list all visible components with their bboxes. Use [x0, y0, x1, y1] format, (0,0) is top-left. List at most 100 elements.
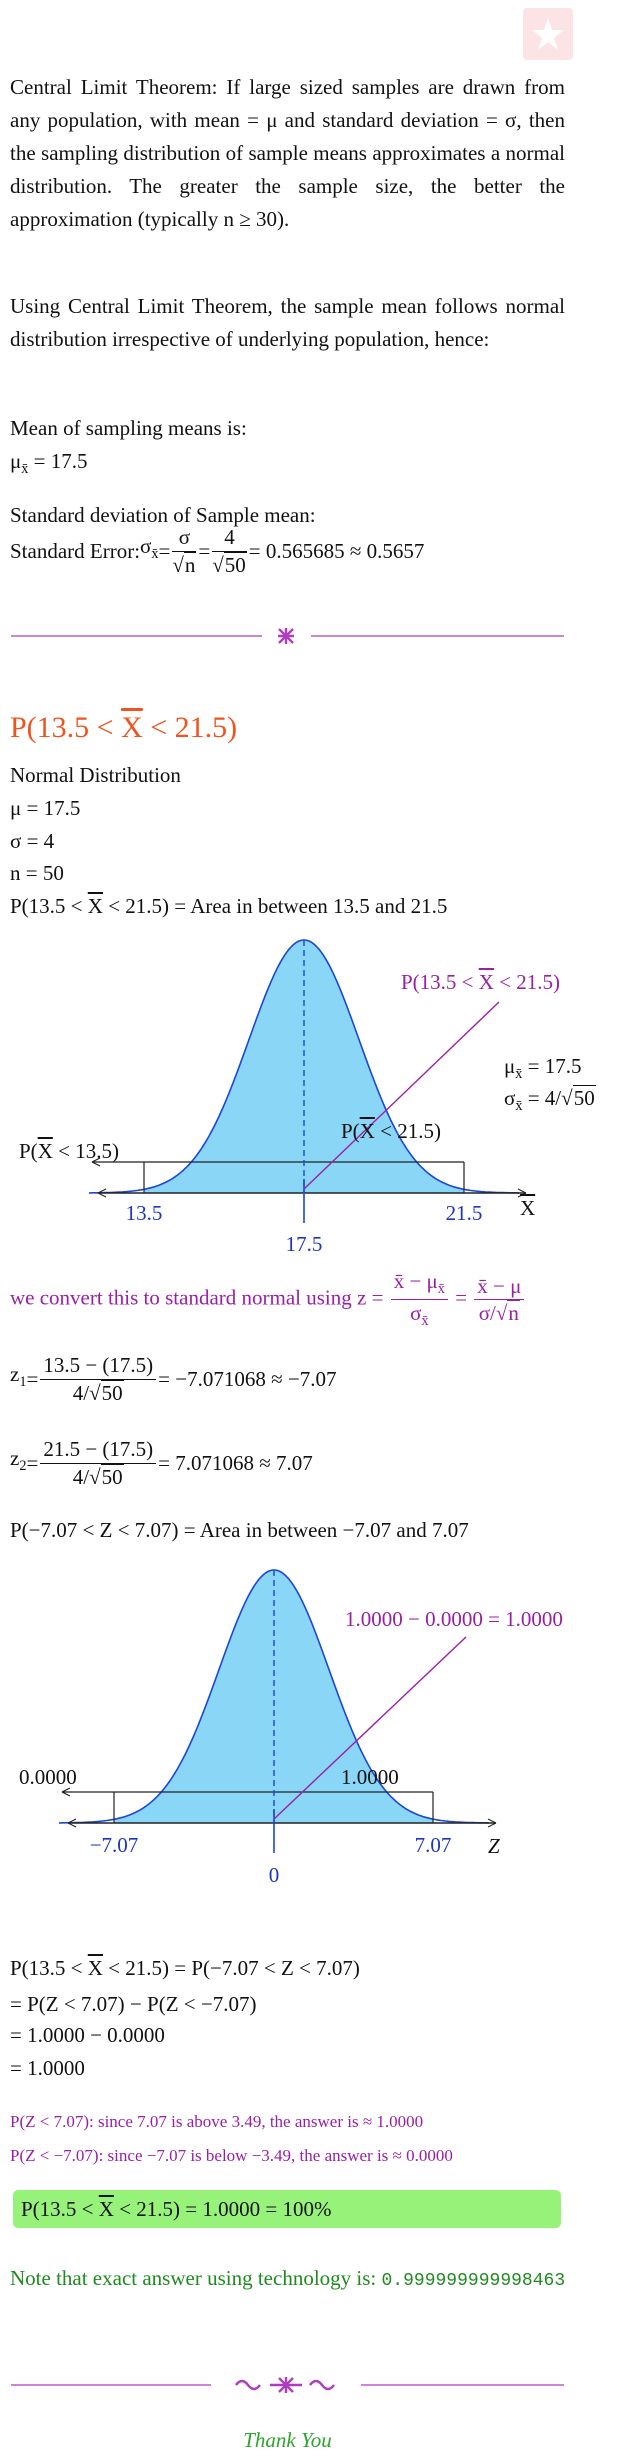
result-line: = 1.0000 [10, 2052, 565, 2085]
radical: √ [561, 1086, 573, 1110]
text: < 21.5) = 1.0000 = 100% [113, 2197, 332, 2221]
pointer [273, 1636, 467, 1820]
text-line: P(−7.07 < Z < 7.07) = Area in between −7… [10, 1514, 565, 1547]
clt-paragraph: Using Central Limit Theorem, the sample … [10, 290, 565, 356]
text: Z [488, 1834, 500, 1858]
text: 13.5 [125, 1201, 163, 1225]
numerator: 21.5 − (17.5) [40, 1436, 157, 1464]
mean-label: μx̄ = 17.5 [504, 1053, 582, 1087]
symbol: σ [140, 534, 152, 559]
overline-symbol: X [37, 1139, 53, 1163]
equation: z1 = 13.5 − (17.5) 4/√50 = −7.071068 ≈ −7… [10, 1351, 565, 1407]
text: Central Limit Theorem: If large sized sa… [10, 75, 565, 231]
denominator: √50 [212, 551, 247, 578]
text: μ = 17.5 [10, 796, 81, 820]
equation: z2 = 21.5 − (17.5) 4/√50 = 7.071068 ≈ 7.0… [10, 1435, 565, 1491]
text: P(Z < 7.07): since 7.07 is above 3.49, t… [10, 2112, 424, 2131]
result-line: P(13.5 < X < 21.5) = P(−7.07 < Z < 7.07) [10, 1952, 565, 1985]
text: we convert this to standard normal using… [10, 1285, 389, 1310]
overline-symbol: X [359, 1119, 375, 1143]
text: 50 [101, 1380, 123, 1405]
fraction: x̄ − μx̄ σ x̄ [390, 1268, 448, 1331]
overline-symbol: X [520, 1196, 536, 1220]
text: = P(Z < 7.07) − P(Z < −7.07) [10, 1992, 257, 2016]
symbol: μ [426, 1269, 438, 1293]
note: P(Z < 7.07): since 7.07 is above 3.49, t… [10, 2108, 565, 2136]
radicand: 50 [572, 1085, 596, 1110]
symbol: σ [504, 1086, 516, 1110]
result-line: = P(Z < 7.07) − P(Z < −7.07) [10, 1988, 565, 2021]
text: = 0.565685 ≈ 0.5657 [248, 538, 425, 563]
overline-symbol: X [87, 894, 103, 918]
text: 4 [224, 525, 235, 550]
numerator: x̄ − μx̄ [390, 1268, 448, 1301]
text: < 21.5) [142, 711, 238, 744]
radicand: n [183, 551, 197, 577]
sqrt: √50 [89, 1463, 124, 1489]
text: P(13.5 < [10, 711, 122, 744]
fraction: 21.5 − (17.5) 4/√50 [40, 1436, 157, 1490]
numerator: x̄ − μ [474, 1273, 525, 1301]
subscript: x̄ [515, 1066, 523, 1083]
overline-symbol: X [478, 970, 494, 994]
fraction: σ √n [172, 524, 197, 578]
text: < 21.5) [374, 1119, 441, 1143]
text: P(13.5 < [10, 894, 88, 918]
text: = 1.0000 [10, 2056, 85, 2080]
text: Mean of sampling means is: [10, 416, 247, 440]
clt-paragraph: Central Limit Theorem: If large sized sa… [10, 71, 565, 236]
thank-you: Thank You [10, 2424, 565, 2457]
fraction: 13.5 − (17.5) 4/√50 [40, 1352, 157, 1406]
curve-svg [59, 1569, 497, 1853]
tick-label: 17.5 [264, 1232, 344, 1256]
text: P(13.5 < [401, 970, 479, 994]
axis-label: Z [488, 1833, 500, 1859]
subscripted: σx̄ [504, 1086, 522, 1114]
text-line: Standard deviation of Sample mean: [10, 499, 565, 532]
answer-box: P(13.5 < X < 21.5) = 1.0000 = 100% [13, 2190, 561, 2228]
symbol: σ [410, 1301, 422, 1326]
radicand: 50 [223, 551, 247, 577]
answer: P(13.5 < X < 21.5) = 1.0000 = 100% [21, 2192, 331, 2226]
text: 0 [268, 1863, 280, 1887]
subscript: 1 [19, 1374, 27, 1391]
subscripted: z1 [10, 1358, 26, 1399]
numerator: σ [172, 524, 197, 552]
text: = −7.071068 ≈ −7.07 [158, 1366, 337, 1391]
sd-label: σx̄ = 4/√50 [504, 1085, 596, 1119]
pointer [303, 1001, 500, 1190]
subscripted: μx̄ [10, 449, 28, 477]
text: x̄ − μ [477, 1273, 522, 1298]
radicand: 50 [100, 1463, 124, 1489]
text: P(Z < −7.07): since −7.07 is below −3.49… [10, 2146, 453, 2165]
axis-label: X [520, 1195, 535, 1221]
radicand: 50 [100, 1379, 124, 1405]
tick-label: 21.5 [424, 1201, 504, 1225]
subscript: x̄ [151, 546, 159, 563]
sqrt: √n [496, 1300, 520, 1326]
divider [11, 628, 564, 644]
bounds [91, 1157, 465, 1193]
text-line: μ = 17.5 [10, 792, 565, 825]
text: P( [19, 1139, 38, 1163]
right-area-label: 1.0000 [341, 1764, 399, 1790]
result-line: = 1.0000 − 0.0000 [10, 2019, 565, 2052]
text: 17.5 [285, 1232, 323, 1256]
tech-value: 0.999999999998463 [382, 2271, 566, 2291]
tech-note: Note that exact answer using technology … [10, 2262, 639, 2298]
text-line: P(13.5 < X < 21.5) = Area in between 13.… [10, 890, 565, 923]
subscript: 2 [19, 1458, 27, 1475]
text: 1.0000 − 0.0000 = 1.0000 [345, 1607, 563, 1631]
equation: μx̄ = 17.5 [10, 445, 565, 486]
text: 0.999999999998463 [381, 2271, 566, 2291]
tech-text: Note that exact answer using technology … [10, 2266, 382, 2290]
text: 13.5 − (17.5) [43, 1353, 154, 1378]
curve-svg [89, 939, 527, 1223]
text: P( [341, 1119, 360, 1143]
radical: √ [89, 1380, 101, 1405]
bounds [61, 1787, 434, 1823]
text: 50 [224, 552, 246, 577]
subscript: x̄ [437, 1281, 445, 1298]
axis-arrows [67, 1818, 497, 1828]
